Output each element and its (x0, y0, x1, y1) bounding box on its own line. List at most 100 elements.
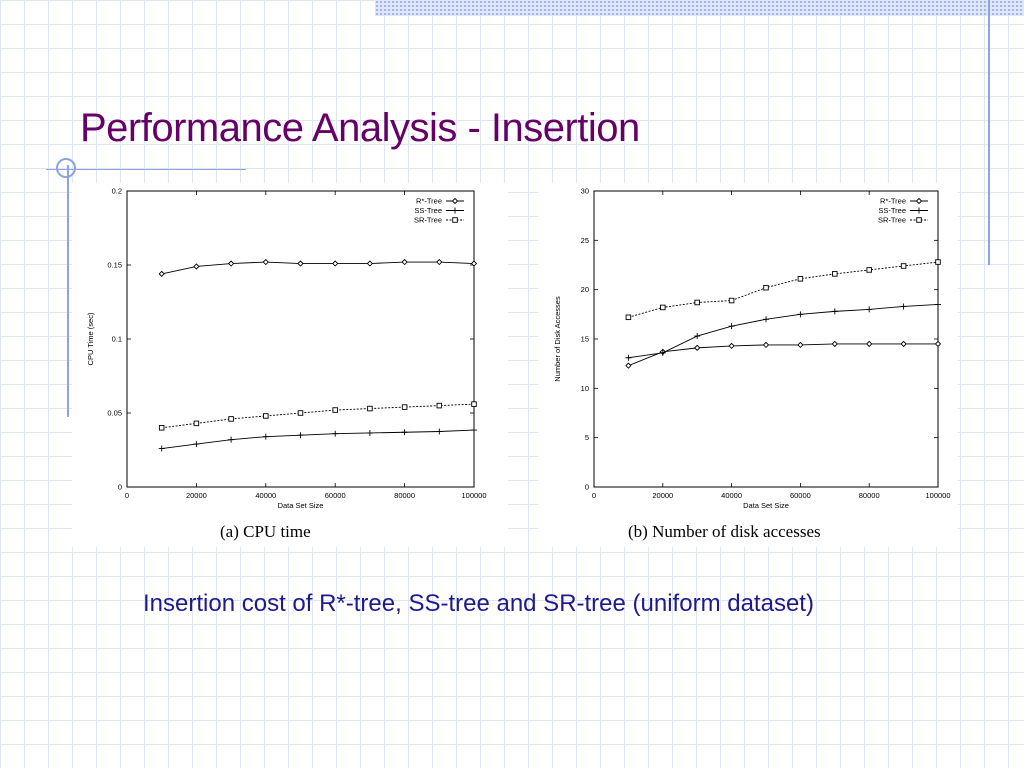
disk-accesses-chart-panel: 0 20000 40000 60000 80000 100000 0 5 10 15 20 25 30 D… (538, 183, 958, 547)
disk-line-ss-tree (628, 304, 939, 359)
cpu-point-ss-tree (401, 429, 408, 436)
cpu-time-chart-panel: 0 20000 40000 60000 80000 100000 0 0.05 0.1 0.15 0… (72, 183, 508, 547)
cpu-point-ss-tree (366, 429, 373, 436)
cpu-point-sr-tree (297, 410, 304, 416)
disk-legend-marker-sr-tree (916, 217, 922, 223)
disk-point-sr-tree (797, 276, 804, 282)
disk-legend-marker-ss-tree (916, 207, 922, 214)
disk-point-ss-tree (797, 311, 804, 318)
cpu-time-subcaption: (a) CPU time (220, 522, 311, 541)
disk-point-r-tree (762, 341, 770, 349)
disk-point-sr-tree (832, 271, 838, 277)
disk-point-r-tree (831, 340, 838, 348)
cpu-point-sr-tree (228, 416, 234, 422)
cpu-point-ss-tree (158, 445, 165, 452)
cpu-point-sr-tree (263, 413, 269, 419)
decorative-vertical-rule-left (67, 165, 69, 417)
cpu-y-axis-label: CPU Time (sec) (86, 312, 95, 365)
cpu-series-r-tree (158, 258, 478, 278)
disk-y-tick-label: 10 (581, 384, 589, 393)
cpu-x-tick-label: 60000 (325, 491, 346, 500)
cpu-point-r-tree (401, 258, 408, 266)
cpu-legend-marker-r-tree (451, 197, 459, 205)
disk-line-r-tree (628, 343, 938, 367)
cpu-point-sr-tree (401, 404, 408, 410)
disk-series-ss-tree (625, 301, 941, 361)
cpu-point-r-tree (436, 258, 443, 266)
cpu-point-ss-tree (297, 432, 304, 439)
disk-y-tick-label: 0 (585, 483, 589, 492)
cpu-point-ss-tree (436, 428, 443, 435)
cpu-point-r-tree (193, 263, 200, 270)
disk-point-r-tree (866, 340, 873, 348)
disk-y-tick-label: 5 (585, 433, 589, 442)
cpu-x-tick-label: 40000 (255, 491, 276, 500)
decorative-top-band (375, 0, 1024, 16)
disk-point-sr-tree (660, 304, 666, 311)
disk-point-r-tree (934, 340, 942, 348)
disk-point-ss-tree (900, 303, 907, 310)
cpu-point-sr-tree (471, 401, 477, 407)
cpu-point-ss-tree (228, 436, 235, 443)
disk-point-ss-tree (659, 349, 666, 356)
cpu-line-ss-tree (161, 429, 475, 449)
disk-point-ss-tree (935, 301, 941, 308)
cpu-point-r-tree (262, 258, 269, 266)
cpu-point-sr-tree (367, 405, 373, 412)
cpu-y-tick-label: 0.2 (112, 187, 122, 196)
disk-point-ss-tree (831, 308, 838, 315)
cpu-point-ss-tree (471, 427, 477, 434)
cpu-legend-label-sr-tree: SR-Tree (414, 216, 442, 225)
cpu-y-tick-label: 0.1 (112, 335, 122, 344)
disk-x-axis-label: Data Set Size (743, 501, 789, 510)
cpu-point-r-tree (297, 260, 304, 267)
cpu-legend-marker-ss-tree (452, 207, 458, 214)
cpu-x-tick-label: 80000 (394, 491, 415, 500)
disk-point-sr-tree (900, 263, 907, 269)
disk-x-tick-label: 100000 (925, 491, 950, 500)
disk-line-sr-tree (628, 261, 939, 318)
cpu-point-sr-tree (332, 407, 338, 413)
cpu-series-sr-tree (158, 401, 477, 431)
disk-point-r-tree (797, 341, 804, 349)
cpu-point-sr-tree (158, 425, 165, 431)
decorative-ring-icon (56, 158, 76, 178)
cpu-point-r-tree (470, 260, 478, 267)
disk-point-sr-tree (728, 297, 735, 304)
disk-plot-frame (593, 190, 939, 488)
disk-x-tick-label: 80000 (859, 491, 880, 500)
slide-caption: Insertion cost of R*-tree, SS-tree and S… (143, 590, 814, 617)
cpu-line-r-tree (161, 261, 475, 275)
disk-point-ss-tree (728, 323, 735, 330)
disk-y-tick-label: 20 (581, 285, 589, 294)
cpu-point-r-tree (158, 270, 165, 278)
cpu-legend-label-r-tree: R*-Tree (416, 197, 442, 206)
page-title: Performance Analysis - Insertion (80, 106, 640, 150)
cpu-time-chart: 0 20000 40000 60000 80000 100000 0 0.05 0.1 0.15 0… (86, 187, 487, 511)
cpu-legend-label-ss-tree: SS-Tree (414, 206, 442, 215)
cpu-point-ss-tree (193, 441, 200, 448)
decorative-title-rule (46, 169, 246, 170)
cpu-point-ss-tree (332, 430, 339, 437)
disk-legend-label-ss-tree: SS-Tree (878, 206, 906, 215)
disk-legend-label-r-tree: R*-Tree (880, 197, 906, 206)
cpu-point-sr-tree (193, 420, 200, 427)
disk-point-r-tree (728, 342, 735, 350)
disk-point-sr-tree (694, 299, 700, 306)
disk-point-r-tree (694, 344, 701, 352)
disk-point-ss-tree (866, 306, 873, 313)
cpu-y-tick-label: 0.15 (107, 261, 122, 270)
disk-point-ss-tree (625, 354, 632, 361)
disk-y-axis-label: Number of Disk Accesses (553, 296, 562, 382)
cpu-point-ss-tree (262, 433, 269, 440)
disk-y-tick-label: 30 (581, 187, 589, 196)
disk-legend-label-sr-tree: SR-Tree (878, 216, 906, 225)
cpu-y-tick-label: 0 (118, 483, 122, 492)
disk-point-r-tree (625, 362, 632, 369)
cpu-x-tick-label: 20000 (186, 491, 207, 500)
disk-accesses-subcaption: (b) Number of disk accesses (628, 522, 821, 541)
disk-point-ss-tree (694, 333, 701, 340)
disk-y-tick-label: 25 (581, 236, 589, 245)
disk-point-sr-tree (866, 267, 872, 273)
disk-x-tick-label: 0 (592, 491, 596, 500)
